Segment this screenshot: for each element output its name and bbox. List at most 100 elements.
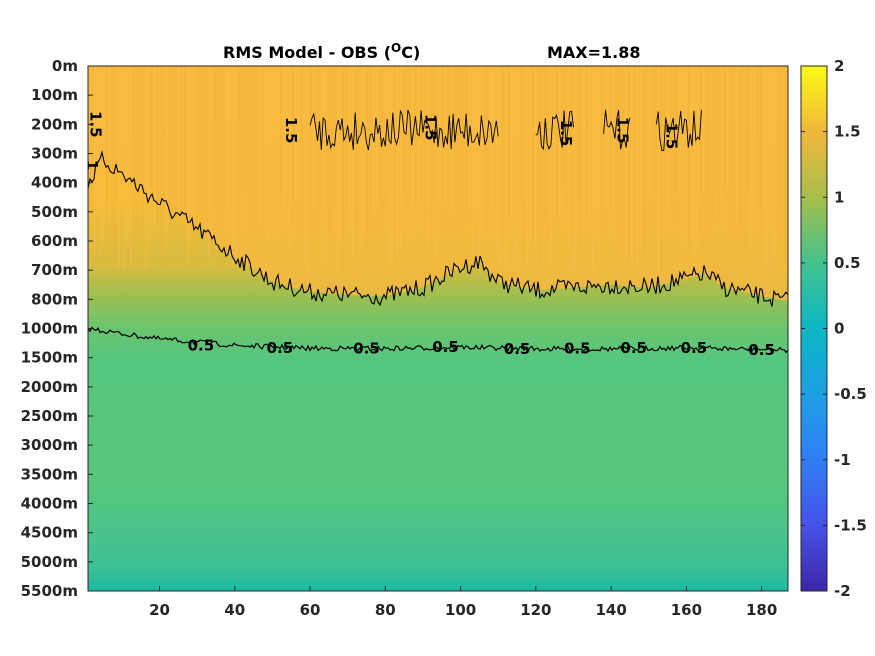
noise-stripe (364, 66, 366, 237)
noise-stripe (649, 66, 651, 198)
noise-stripe (190, 66, 192, 244)
noise-stripe (139, 66, 141, 200)
chart-title: RMS Model - OBS (OC) (223, 41, 420, 62)
x-tick-label: 60 (300, 601, 321, 619)
contour-lines (88, 109, 788, 354)
noise-stripe (181, 66, 183, 242)
contour-label: 1.5 (282, 117, 300, 144)
noise-stripe (238, 66, 240, 255)
noise-stripe (142, 66, 144, 225)
noise-stripe (178, 66, 180, 216)
noise-stripe (505, 66, 507, 273)
noise-stripe (118, 66, 120, 270)
noise-stripe (175, 66, 177, 219)
noise-stripe (583, 66, 585, 260)
noise-stripe (481, 66, 483, 246)
noise-stripe (400, 66, 402, 252)
noise-stripe (223, 66, 225, 243)
contour-label: 0.5 (267, 339, 294, 357)
colorbar-tick-label: 0 (834, 320, 844, 338)
noise-stripe (307, 66, 309, 276)
noise-stripe (601, 66, 603, 240)
noise-stripe (511, 66, 513, 217)
noise-stripe (520, 66, 522, 205)
noise-stripe (769, 66, 771, 231)
y-tick-label: 3500m (21, 465, 78, 483)
y-tick-label: 2500m (21, 407, 78, 425)
colorbar-tick-label: 1 (834, 188, 844, 206)
noise-stripe (271, 66, 273, 188)
y-tick-label: 2000m (21, 378, 78, 396)
noise-stripe (751, 66, 753, 254)
noise-stripe (637, 66, 639, 264)
noise-stripe (163, 66, 165, 219)
noise-stripe (703, 66, 705, 192)
noise-stripe (502, 66, 504, 226)
noise-stripe (586, 66, 588, 254)
warm-upper-band (88, 66, 788, 301)
noise-stripe (412, 66, 414, 241)
noise-stripe (508, 66, 510, 219)
y-tick-label: 0m (52, 57, 78, 75)
y-tick-label: 3000m (21, 436, 78, 454)
x-tick-label: 20 (149, 601, 170, 619)
noise-stripe (244, 66, 246, 193)
noise-stripe (283, 66, 285, 205)
y-tick-label: 600m (31, 232, 78, 250)
noise-stripe (301, 66, 303, 267)
colorbar-tick-label: -2 (834, 582, 851, 600)
noise-stripe (646, 66, 648, 251)
noise-stripe (274, 66, 276, 203)
noise-stripe (490, 66, 492, 238)
noise-stripe (715, 66, 717, 192)
contour-line-1 (88, 150, 788, 307)
noise-stripe (685, 66, 687, 252)
noise-stripe (727, 66, 729, 187)
y-tick-label: 500m (31, 203, 78, 221)
y-tick-label: 200m (31, 115, 78, 133)
noise-stripe (562, 66, 564, 187)
noise-stripe (571, 66, 573, 202)
noise-stripe (442, 66, 444, 232)
noise-stripe (160, 66, 162, 268)
noise-stripe (550, 66, 552, 267)
noise-stripe (241, 66, 243, 187)
noise-stripe (187, 66, 189, 264)
contour-label: 1.5 (557, 120, 575, 147)
noise-stripe (91, 66, 93, 213)
contour-line-1-5 (655, 109, 702, 152)
noise-stripe (235, 66, 237, 266)
noise-stripe (415, 66, 417, 204)
x-tick-label: 100 (445, 601, 476, 619)
noise-stripe (595, 66, 597, 239)
noise-stripe (109, 66, 111, 220)
noise-stripe (184, 66, 186, 268)
noise-stripe (214, 66, 216, 193)
noise-stripe (226, 66, 228, 228)
noise-stripe (613, 66, 615, 242)
noise-stripe (619, 66, 621, 268)
noise-stripe (556, 66, 558, 265)
noise-stripe (475, 66, 477, 226)
noise-stripe (370, 66, 372, 254)
y-tick-label: 400m (31, 174, 78, 192)
noise-stripe (766, 66, 768, 265)
noise-stripe (298, 66, 300, 198)
noise-stripe (130, 66, 132, 269)
noise-stripe (430, 66, 432, 222)
noise-stripe (310, 66, 312, 255)
noise-stripe (598, 66, 600, 250)
noise-stripe (316, 66, 318, 266)
noise-stripe (604, 66, 606, 191)
y-axis-ticks: 0m 100m 200m 300m 400m 500m 600m 700m 800m 1000m 1… (21, 57, 93, 600)
noise-stripe (196, 66, 198, 271)
noise-stripe (115, 66, 117, 248)
contour-line-1-5 (309, 110, 499, 151)
noise-stripe (763, 66, 765, 209)
noise-stripe (760, 66, 762, 228)
noise-stripe (367, 66, 369, 255)
noise-stripe (478, 66, 480, 273)
noise-stripe (322, 66, 324, 266)
noise-stripe (169, 66, 171, 233)
noise-stripe (397, 66, 399, 255)
